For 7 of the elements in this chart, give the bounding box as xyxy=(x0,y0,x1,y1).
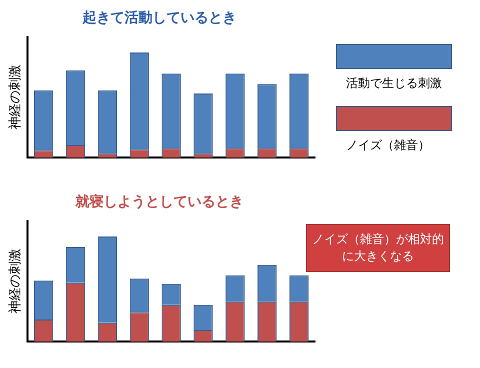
annotation: ノイズ（雑音）が相対的に大きくなる xyxy=(306,224,450,272)
chart-title: 起きて活動しているとき xyxy=(82,10,236,26)
text: ノイズ（雑音） xyxy=(346,137,431,154)
chart-title: 就寝しようとしているとき xyxy=(74,193,244,210)
y-axis-title: 神経の刺激 xyxy=(8,248,24,314)
text: 活動で生じる刺激 xyxy=(346,75,443,92)
y-axis-title: 神経の刺激 xyxy=(8,64,24,130)
